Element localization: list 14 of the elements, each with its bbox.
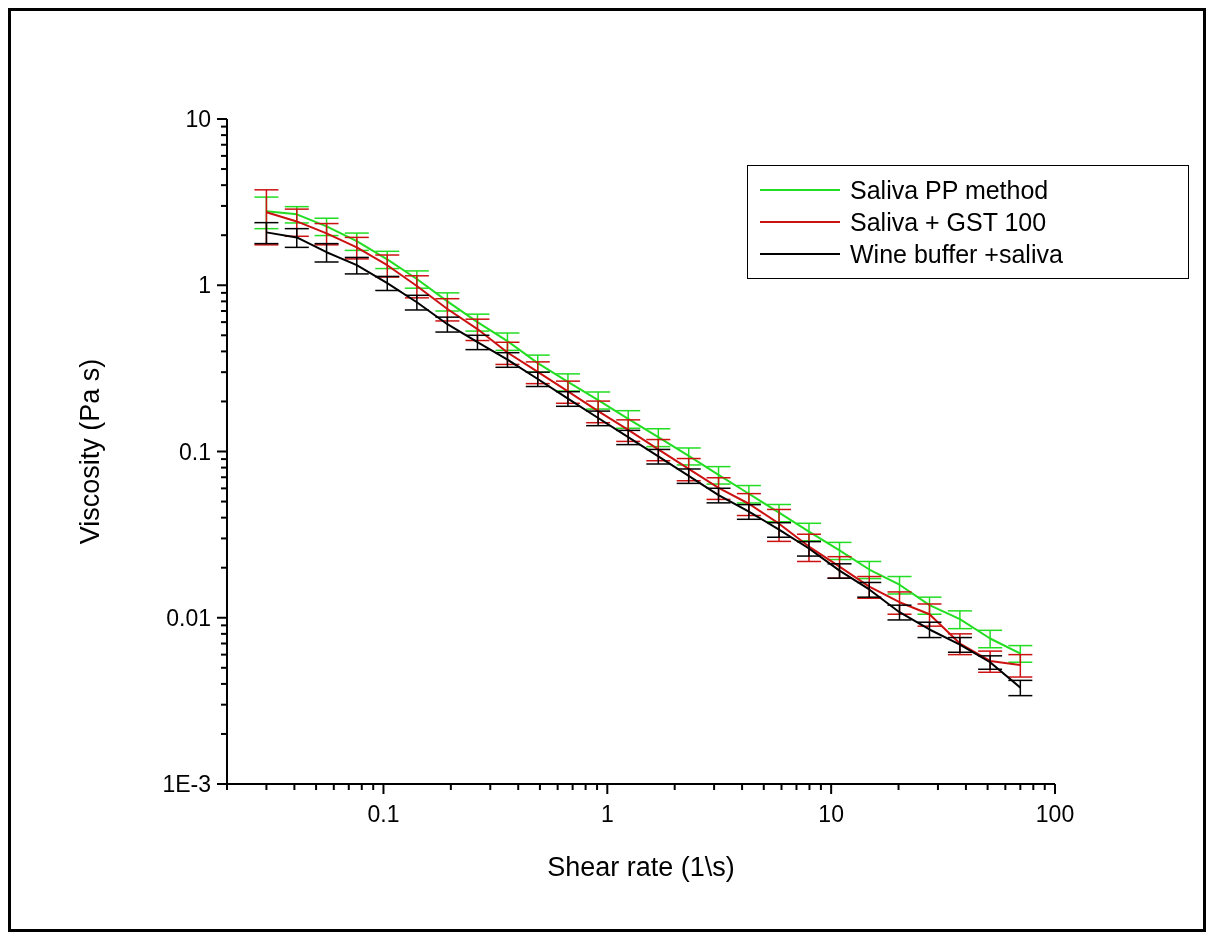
y-tick-label: 1 bbox=[198, 272, 211, 299]
x-tick-label: 10 bbox=[818, 801, 844, 827]
y-tick-label: 0.01 bbox=[166, 604, 211, 631]
x-tick-label: 1 bbox=[600, 801, 614, 827]
y-tick-label: 0.1 bbox=[179, 438, 211, 465]
y-axis-title: Viscosity (Pa s) bbox=[75, 358, 105, 545]
legend-label: Saliva + GST 100 bbox=[850, 207, 1047, 237]
y-tick-label: 1E-3 bbox=[162, 771, 211, 797]
legend-label: Saliva PP method bbox=[850, 175, 1049, 205]
legend-label: Wine buffer +saliva bbox=[850, 239, 1063, 269]
x-tick-label: 0.1 bbox=[367, 801, 400, 827]
x-tick-label: 100 bbox=[1035, 801, 1075, 827]
x-axis-title: Shear rate (1\s) bbox=[547, 852, 735, 882]
y-tick-label: 10 bbox=[185, 106, 211, 132]
